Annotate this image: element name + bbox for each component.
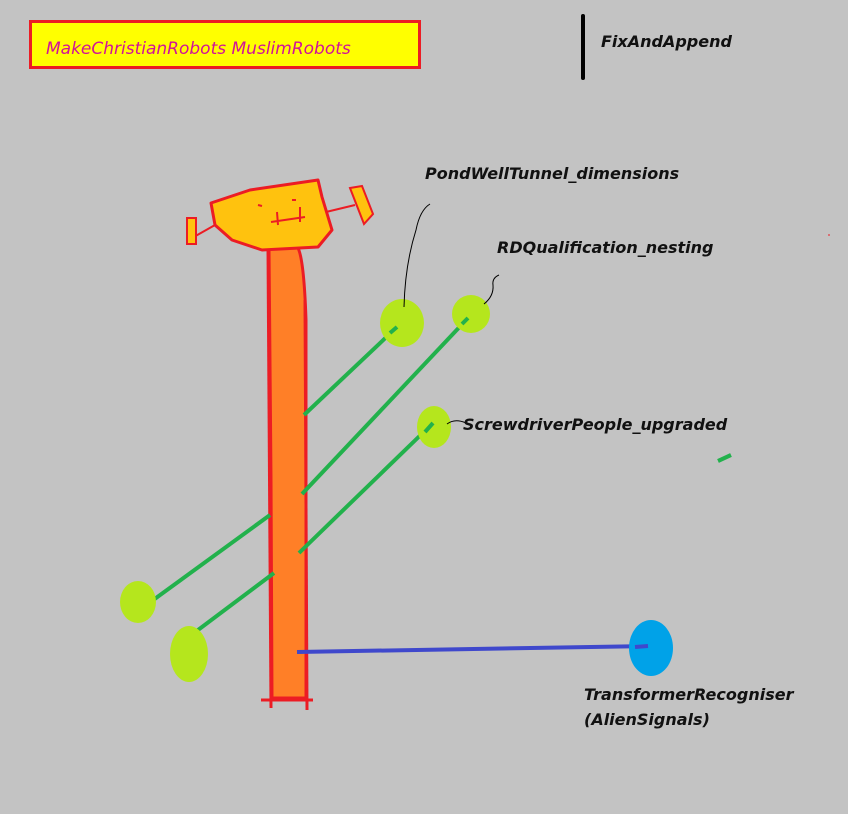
head-right-arm: [325, 204, 356, 213]
node-rd: [452, 295, 490, 333]
label-screwdriver: ScrewdriverPeople_upgraded: [463, 415, 728, 434]
branch-screwdriver: [297, 421, 435, 555]
label-transformer-2: (AlienSignals): [584, 710, 710, 729]
pole-right-edge: [303, 299, 309, 711]
head-shape: [209, 178, 334, 252]
node-screwdriver: [417, 406, 451, 448]
pointer-screwdriver: [446, 420, 467, 425]
side-note: FixAndAppend: [601, 32, 732, 51]
pole: [267, 246, 308, 700]
pole-left-edge: [266, 247, 273, 709]
label-transformer-1: TransformerRecogniser: [584, 685, 794, 704]
node-pond-stub: [388, 325, 399, 335]
page-title: MakeChristianRobots MuslimRobots: [46, 39, 351, 59]
pointer-pond: [403, 203, 431, 308]
node-left-lower: [170, 626, 208, 682]
node-pond: [380, 299, 424, 347]
branch-left-upper: [143, 513, 272, 608]
label-pond: PondWellTunnel_dimensions: [425, 164, 680, 183]
node-rd-stub: [460, 316, 470, 326]
branch-pond: [302, 325, 399, 417]
branch-rd: [300, 316, 470, 496]
node-screwdriver-stub: [423, 421, 435, 434]
head-face: [257, 199, 306, 226]
stray-mark: [717, 453, 732, 463]
title-box: [29, 20, 421, 69]
head-right-ear: [348, 184, 375, 226]
head-left-ear: [186, 217, 197, 245]
blue-node-stub: [634, 644, 649, 649]
pointer-rd: [483, 274, 500, 305]
node-transformer: [629, 620, 673, 676]
robot-head: [186, 178, 375, 252]
branch-left-lower: [184, 571, 276, 641]
label-rd: RDQualification_nesting: [497, 238, 714, 257]
node-left-upper: [120, 581, 156, 623]
blue-line: [296, 644, 651, 654]
